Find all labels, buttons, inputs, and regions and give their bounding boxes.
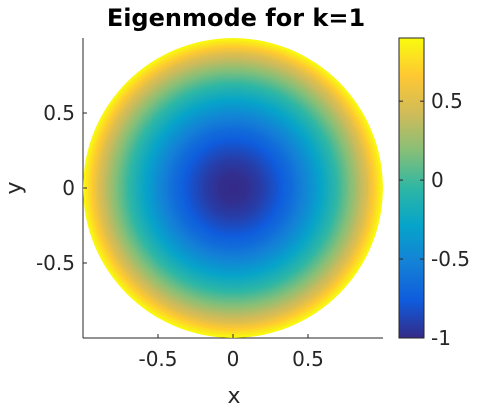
colorbar-tick-label: -0.5 bbox=[431, 247, 470, 271]
x-tick-label: 0.5 bbox=[292, 347, 324, 371]
y-tick-label: -0.5 bbox=[36, 251, 75, 275]
x-tick-label: -0.5 bbox=[138, 347, 177, 371]
y-tick-label: 0 bbox=[62, 176, 75, 200]
contour-plot bbox=[83, 38, 383, 338]
chart-title: Eigenmode for k=1 bbox=[107, 4, 365, 32]
contour-ring bbox=[230, 185, 236, 191]
colorbar-tick-label: -1 bbox=[431, 326, 451, 350]
colorbar-gradient bbox=[398, 37, 425, 339]
y-axis-label: y bbox=[2, 181, 27, 194]
colorbar-ticks: -1 -0.5 0 0.5 bbox=[399, 89, 470, 350]
x-axis-label: x bbox=[227, 384, 240, 409]
y-ticks: -0.5 0 0.5 bbox=[36, 101, 87, 275]
colorbar-tick-label: 0 bbox=[431, 168, 444, 192]
colorbar: -1 -0.5 0 0.5 bbox=[398, 37, 470, 350]
y-tick-label: 0.5 bbox=[43, 101, 75, 125]
x-tick-label: 0 bbox=[227, 347, 240, 371]
x-ticks: -0.5 0 0.5 bbox=[138, 334, 324, 371]
colorbar-tick-label: 0.5 bbox=[431, 89, 463, 113]
